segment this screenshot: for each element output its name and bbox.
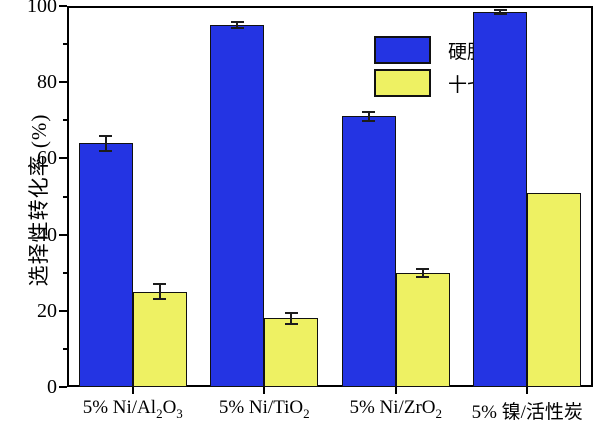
error-bar-cap	[416, 267, 430, 270]
y-axis-tick-label: 60	[37, 147, 57, 170]
bar-硬脂酸-2	[210, 25, 265, 387]
label-text: 5% 镍/活性炭	[471, 402, 583, 423]
error-bar-cap	[362, 110, 376, 113]
y-axis-tick-label: 100	[27, 0, 57, 17]
x-axis-tick	[131, 387, 134, 394]
error-bar-cap	[153, 298, 167, 301]
subscript-text: 3	[176, 405, 183, 421]
bar-十七烷-4	[527, 192, 582, 387]
label-text: O	[162, 397, 177, 418]
bar-硬脂酸-4	[473, 11, 528, 387]
label-text: 5% Ni/ZrO	[349, 397, 436, 418]
error-bar-line	[367, 111, 370, 122]
error-bar-line	[499, 9, 502, 14]
y-axis-major-tick	[59, 5, 67, 7]
error-bar-cap	[99, 149, 113, 152]
y-axis-tick-label: 20	[37, 299, 57, 322]
y-axis-minor-tick	[63, 347, 67, 350]
y-axis-title: 选择性转化率 (%)	[27, 113, 51, 287]
subscript-text: 2	[435, 405, 443, 421]
y-axis-tick-label: 40	[37, 223, 57, 246]
legend-swatch-yellow	[374, 69, 431, 97]
error-bar-cap	[230, 21, 244, 24]
x-axis-category-label: 5% Ni/TiO2	[169, 397, 359, 421]
y-axis-minor-tick	[63, 195, 67, 198]
subscript-text: 2	[156, 405, 163, 421]
error-bar-cap	[99, 134, 113, 137]
x-axis-tick	[394, 387, 397, 394]
error-bar-cap	[230, 26, 244, 29]
y-axis-minor-tick	[63, 271, 67, 274]
error-bar-line	[236, 22, 239, 28]
label-text: 5% Ni/Al	[82, 397, 157, 418]
error-bar-cap	[493, 12, 507, 15]
legend-swatch-blue	[374, 36, 431, 64]
y-axis-minor-tick	[63, 43, 67, 46]
error-bar-cap	[284, 323, 298, 326]
subscript-text: 2	[303, 405, 310, 421]
x-axis-category-label: 5% Ni/ZrO2	[301, 397, 491, 421]
error-bar-cap	[153, 283, 167, 286]
y-axis-major-tick	[59, 157, 67, 160]
y-axis-major-tick	[59, 386, 67, 388]
label-text: 5% Ni/TiO	[218, 397, 304, 418]
x-axis-category-label: 5% Ni/Al2O3	[38, 397, 228, 421]
y-axis-tick-label: 0	[47, 376, 57, 398]
y-axis-major-tick	[59, 309, 67, 312]
bar-硬脂酸-3	[341, 116, 396, 387]
x-axis-tick	[526, 387, 529, 394]
bar-十七烷-3	[395, 272, 450, 387]
bar-十七烷-2	[264, 318, 319, 387]
error-bar-cap	[362, 120, 376, 123]
y-axis-minor-tick	[63, 119, 67, 122]
x-axis-category-label: 5% 镍/活性炭	[432, 397, 600, 424]
error-bar-line	[104, 135, 107, 151]
bar-硬脂酸-1	[78, 143, 133, 387]
x-axis-tick	[263, 387, 266, 394]
y-axis-major-tick	[59, 233, 67, 236]
error-bar-line	[421, 268, 424, 277]
error-bar-line	[290, 312, 293, 325]
error-bar-line	[158, 284, 161, 300]
bar-十七烷-1	[132, 291, 187, 387]
error-bar-cap	[284, 311, 298, 314]
error-bar-cap	[493, 8, 507, 11]
y-axis-tick-label: 80	[37, 71, 57, 94]
y-axis-major-tick	[59, 81, 67, 84]
error-bar-cap	[416, 275, 430, 278]
